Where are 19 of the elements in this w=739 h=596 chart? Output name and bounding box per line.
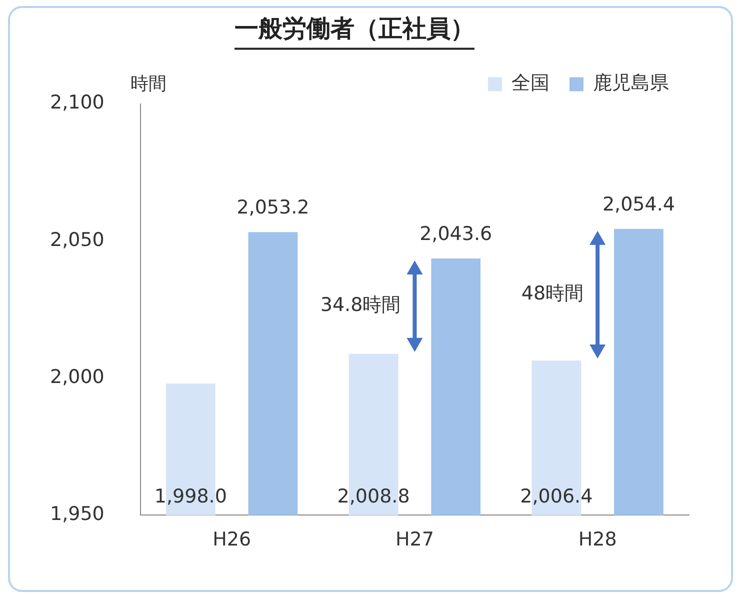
y-axis-title: 時間 xyxy=(130,73,166,94)
data-label: 2,043.6 xyxy=(420,222,492,245)
x-tick-label: H27 xyxy=(395,528,434,551)
legend-label: 鹿児島県 xyxy=(593,72,669,94)
data-label: 2,054.4 xyxy=(602,193,675,216)
chart-title: 一般労働者（正社員） xyxy=(234,14,474,43)
x-tick-label: H26 xyxy=(212,528,252,551)
data-label: 2,053.2 xyxy=(236,196,310,219)
y-tick-label: 2,100 xyxy=(50,92,104,114)
y-tick-label: 2,000 xyxy=(50,366,104,388)
data-label: 2,008.8 xyxy=(337,486,410,508)
y-tick-label: 2,050 xyxy=(50,228,104,251)
x-tick-label: H28 xyxy=(578,528,617,551)
data-label: 1,998.0 xyxy=(154,486,227,508)
annotation: 34.8時間 xyxy=(320,294,401,316)
legend-label: 全国 xyxy=(512,72,550,94)
annotation: 48時間 xyxy=(521,282,584,305)
y-tick-label: 1,950 xyxy=(50,503,104,526)
data-label: 2,006.4 xyxy=(520,486,593,508)
